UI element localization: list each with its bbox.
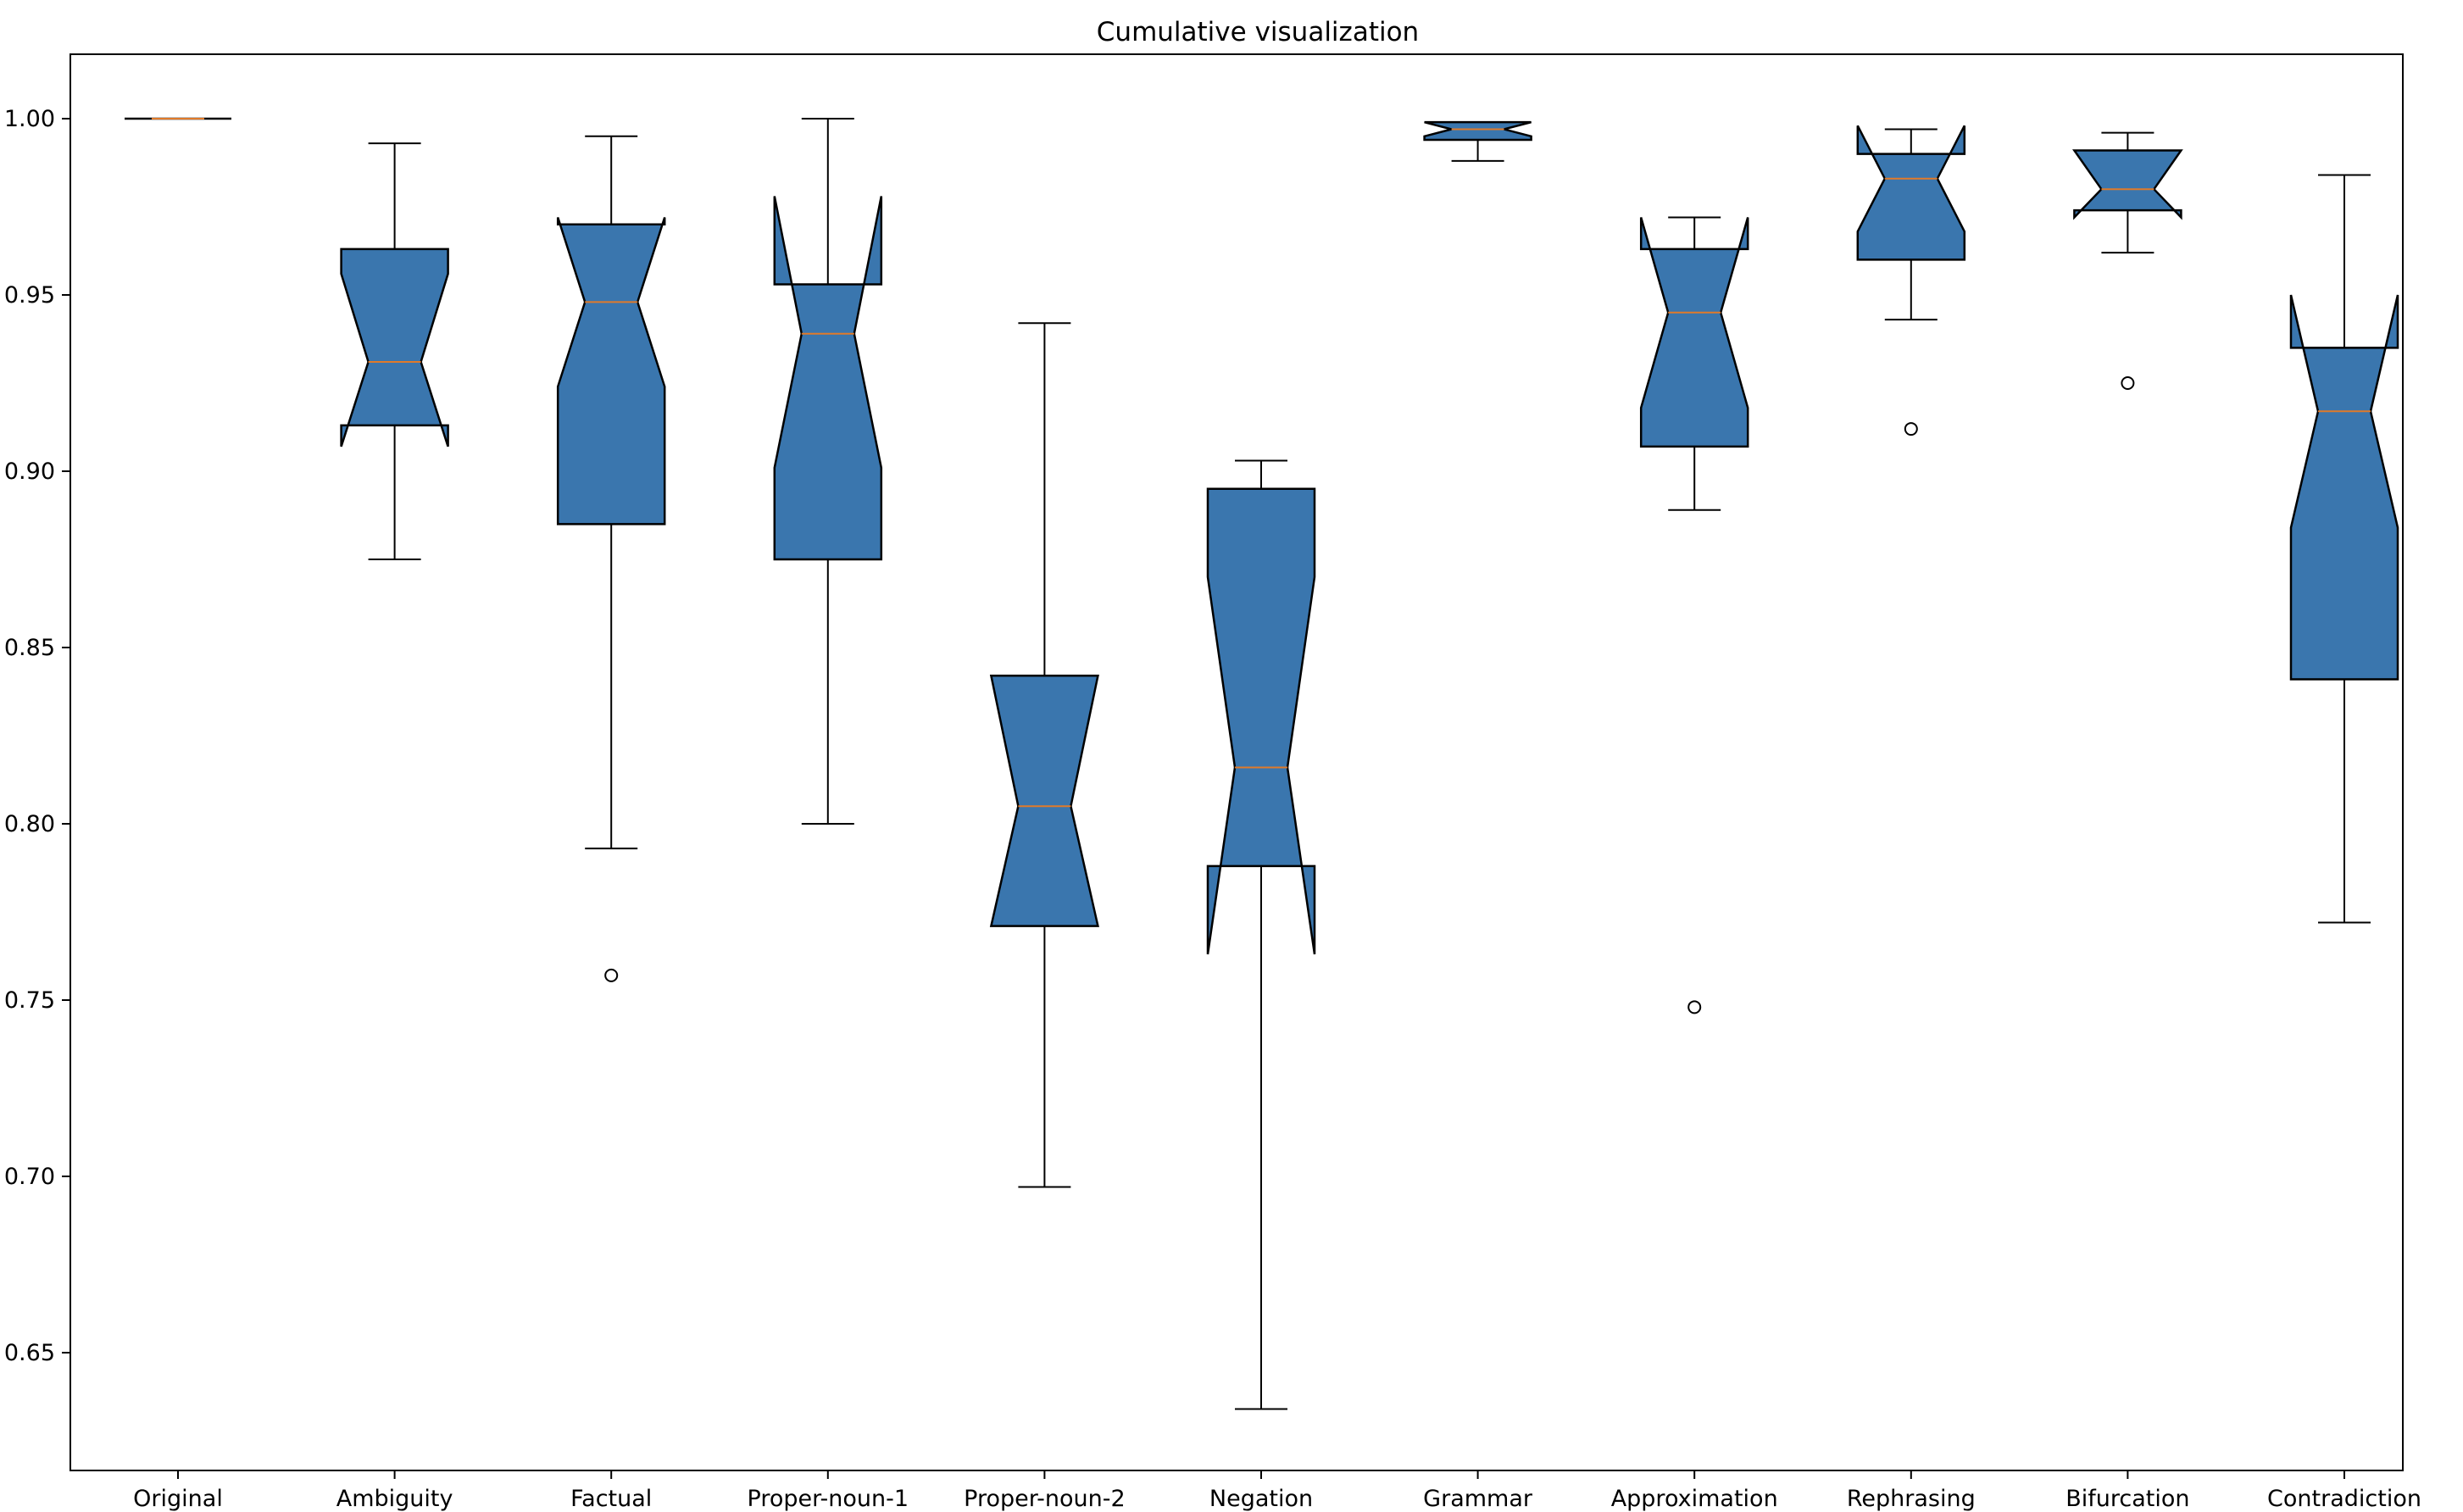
chart-title: Cumulative visualization — [1097, 17, 1419, 47]
box-body — [2072, 149, 2183, 220]
y-tick-label: 0.85 — [4, 635, 55, 661]
y-tick-label: 0.90 — [4, 459, 55, 485]
box-body — [1423, 120, 1532, 142]
y-tick-label: 0.80 — [4, 811, 55, 837]
box-body — [989, 675, 1099, 927]
box-proper-noun-2 — [989, 322, 1099, 1188]
box-proper-noun-1 — [773, 118, 883, 825]
box-grammar — [1423, 120, 1532, 162]
box-factual — [556, 135, 666, 982]
x-tick-label: Ambiguity — [336, 1486, 453, 1512]
x-tick-label: Bifurcation — [2065, 1486, 2189, 1512]
box-approximation — [1639, 216, 1749, 1014]
box-bifurcation — [2072, 131, 2183, 390]
x-tick-label: Negation — [1209, 1486, 1313, 1512]
x-tick-label: Original — [133, 1486, 223, 1512]
box-ambiguity — [340, 142, 449, 560]
boxes-layer — [125, 117, 2399, 1410]
outlier-point — [1904, 422, 1918, 436]
y-tick-label: 0.65 — [4, 1340, 55, 1366]
box-body — [556, 217, 666, 525]
plot-frame — [69, 53, 2404, 1471]
y-tick-label: 0.95 — [4, 282, 55, 309]
box-rephrasing — [1856, 125, 1966, 436]
x-tick-label: Proper-noun-1 — [748, 1486, 909, 1512]
y-tick-label: 0.75 — [4, 987, 55, 1014]
outlier-point — [1687, 1000, 1702, 1014]
x-tick-label: Factual — [570, 1486, 652, 1512]
y-tick-label: 1.00 — [4, 106, 55, 132]
x-axis: Original Ambiguity Factual Proper-noun-1 Pro… — [133, 1470, 2421, 1512]
box-body — [340, 247, 449, 447]
x-tick-label: Rephrasing — [1847, 1486, 1976, 1512]
y-tick-label: 0.70 — [4, 1164, 55, 1190]
outlier-point — [2121, 376, 2135, 390]
box-negation — [1206, 459, 1316, 1410]
box-contradiction — [2289, 174, 2399, 924]
box-body — [773, 196, 883, 561]
x-tick-label: Proper-noun-2 — [964, 1486, 1125, 1512]
y-axis: 0.65 0.70 0.75 0.80 0.85 0.90 0.95 1.00 — [4, 106, 70, 1366]
box-body — [1856, 125, 1966, 261]
box-body — [1639, 217, 1749, 448]
x-tick-label: Approximation — [1611, 1486, 1778, 1512]
x-tick-label: Grammar — [1423, 1486, 1533, 1512]
box-body — [1206, 487, 1316, 955]
outlier-point — [604, 968, 619, 982]
box-body — [2289, 294, 2399, 681]
x-tick-label: Contradiction — [2267, 1486, 2421, 1512]
